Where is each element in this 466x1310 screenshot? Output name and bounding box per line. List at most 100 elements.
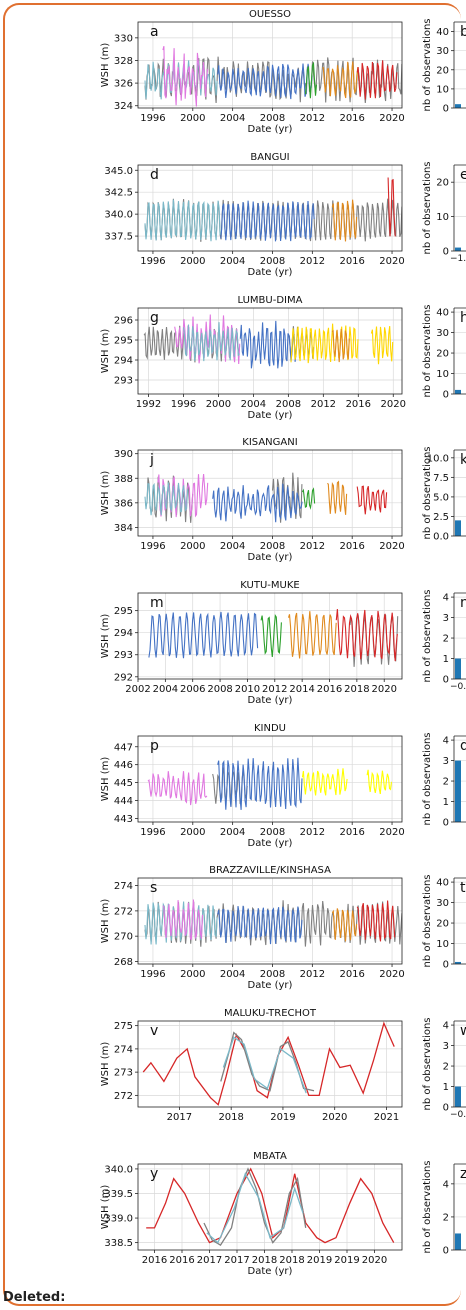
hist-y-tick-label: 3	[443, 756, 449, 767]
hist-y-tick-label: 4	[443, 1179, 449, 1190]
hist-y-tick-label: 2	[443, 634, 449, 645]
y-tick-label: 345.0	[104, 166, 133, 177]
hist-bar	[455, 247, 461, 251]
x-tick-label: 2016	[169, 1255, 194, 1266]
series-line	[146, 1167, 395, 1244]
hist-bar	[455, 520, 461, 536]
x-tick-label: 2020	[362, 1255, 387, 1266]
hist-y-axis-label: nb of observations	[422, 874, 433, 967]
series-group	[144, 177, 402, 242]
y-tick-label: 275	[114, 1021, 133, 1032]
y-tick-label: 295	[114, 606, 133, 617]
series-line	[217, 905, 303, 945]
x-tick-label: 2016	[339, 256, 364, 267]
chart-panel-s: BRAZZAVILLE/KINSHASA 1996 2000 2004 2008 2012…	[100, 865, 466, 991]
x-tick-label: 2020	[379, 541, 404, 552]
y-tick-label: 342.5	[104, 188, 133, 199]
x-tick-label: 2000	[206, 399, 231, 410]
x-tick-label: 2008	[276, 399, 301, 410]
panel-letter: a	[150, 24, 159, 40]
hist-y-tick-label: 30	[436, 328, 449, 339]
panel-letter: j	[149, 452, 154, 468]
y-tick-label: 447	[114, 742, 133, 753]
x-tick-label: 2008	[260, 256, 285, 267]
series-line	[142, 1021, 395, 1106]
series-line	[212, 483, 303, 523]
series-line	[331, 329, 350, 363]
y-tick-label: 272	[114, 906, 133, 917]
x-tick-label: 2016	[339, 969, 364, 980]
x-tick-label: 2000	[180, 827, 205, 838]
x-tick-label: 2016	[339, 541, 364, 552]
hist-y-tick-label: 10.0	[427, 453, 449, 464]
x-tick-label: 2000	[180, 256, 205, 267]
x-tick-label: 2021	[374, 1112, 399, 1123]
panel-letter: g	[150, 310, 159, 326]
y-tick-label: 445	[114, 778, 133, 789]
hist-x-tick-label: −1.0	[450, 254, 466, 264]
series-line	[220, 200, 315, 242]
x-axis-label: Date (yr)	[248, 1266, 293, 1277]
y-tick-label: 444	[114, 796, 133, 807]
series-line	[304, 61, 318, 99]
hist-y-tick-label: 1	[443, 654, 449, 665]
x-tick-label: 2019	[270, 1112, 295, 1123]
x-tick-label: 2016	[346, 399, 371, 410]
y-axis-label: WSH (m)	[100, 614, 111, 659]
hist-panel-letter: t	[460, 880, 466, 896]
panel-letter: d	[150, 167, 159, 183]
x-tick-label: 2014	[289, 684, 314, 695]
deleted-region-border	[3, 3, 461, 1306]
series-line	[326, 480, 348, 515]
series-line	[301, 768, 348, 796]
series-line	[217, 757, 303, 810]
axes-frame	[137, 592, 403, 680]
x-tick-label: 2004	[153, 684, 178, 695]
chart-title: LUMBU-DIMA	[238, 295, 303, 306]
series-line	[239, 320, 297, 369]
hist-y-tick-label: 40	[436, 27, 449, 38]
series-line	[148, 611, 259, 659]
series-group	[144, 45, 402, 107]
y-tick-label: 337.5	[104, 232, 133, 243]
hist-y-tick-label: 0	[443, 247, 449, 258]
hist-bar	[455, 961, 461, 964]
x-axis-label: Date (yr)	[248, 552, 293, 563]
hist-bar	[455, 1233, 461, 1250]
x-tick-label: 1996	[140, 969, 165, 980]
x-axis-label: Date (yr)	[248, 124, 293, 135]
axes-frame	[137, 21, 403, 109]
x-tick-label: 2012	[262, 684, 287, 695]
x-tick-label: 2004	[220, 113, 245, 124]
hist-y-tick-label: 20	[436, 919, 449, 930]
series-group	[148, 609, 399, 667]
series-line	[162, 45, 209, 107]
chart-panel-a: OUESSO 1996 2000 2004 2008 2012 2016 2020 324 326…	[100, 9, 466, 135]
series-group	[144, 472, 388, 523]
series-line	[222, 1036, 307, 1094]
hist-x-tick-label: −0.2	[450, 682, 466, 692]
hist-y-tick-label: 0	[443, 390, 449, 401]
chart-title: BANGUI	[250, 152, 289, 163]
x-tick-label: 2000	[180, 541, 205, 552]
y-tick-label: 386	[114, 498, 133, 509]
x-axis-label: Date (yr)	[248, 410, 293, 421]
hist-y-tick-label: 1	[443, 1082, 449, 1093]
y-tick-label: 293	[114, 376, 133, 387]
hist-y-tick-label: 2	[443, 1062, 449, 1073]
series-line	[162, 899, 204, 941]
x-tick-label: 2018	[218, 1112, 243, 1123]
y-axis-label: WSH (m)	[100, 329, 111, 374]
hist-y-tick-label: 0	[443, 1103, 449, 1114]
x-tick-label: 2004	[220, 969, 245, 980]
axes-frame	[137, 164, 403, 252]
y-tick-label: 296	[114, 316, 133, 327]
series-line	[144, 901, 218, 945]
axes-frame	[137, 735, 403, 823]
y-axis-label: WSH (m)	[100, 43, 111, 88]
x-tick-label: 1996	[140, 827, 165, 838]
hist-y-axis-label: nb of observations	[422, 18, 433, 111]
hist-y-tick-label: 10	[436, 369, 449, 380]
series-line	[387, 177, 396, 237]
change-bar	[3, 22, 5, 262]
